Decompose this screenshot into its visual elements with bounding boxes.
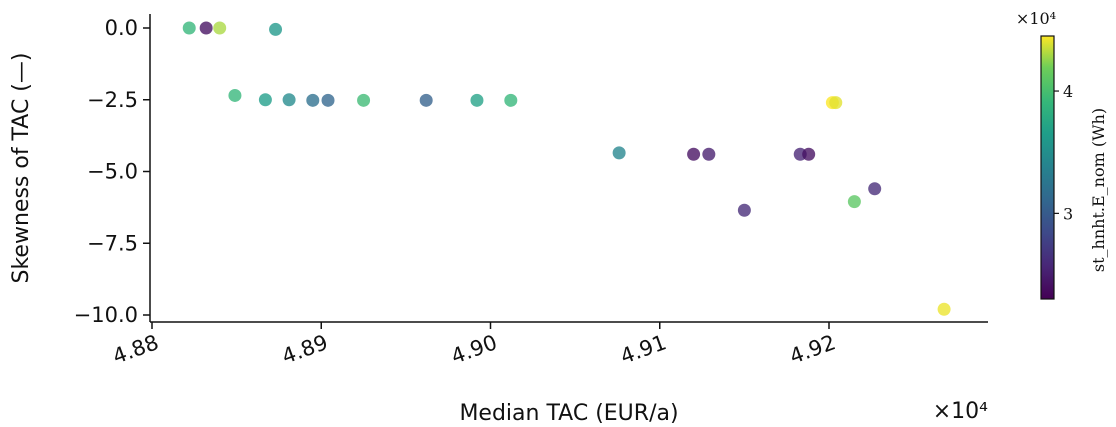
- y-tick-label: −7.5: [87, 231, 138, 255]
- x-tick-label: 4.92: [787, 330, 839, 369]
- x-axis-multiplier: ×10⁴: [933, 399, 988, 424]
- data-point: [937, 302, 951, 316]
- colorbar-tick-label: 4: [1063, 82, 1073, 101]
- colorbar-label: st_hnht.E_nom (Wh): [1089, 108, 1108, 272]
- data-point: [829, 96, 843, 110]
- plot-area: [182, 21, 951, 316]
- x-axis-ticks: 4.88 4.89 4.90 4.91 4.92: [110, 322, 839, 369]
- data-point: [182, 21, 196, 35]
- data-point: [847, 195, 861, 209]
- colorbar: [1040, 35, 1055, 300]
- data-point: [269, 22, 283, 36]
- data-point: [802, 147, 816, 161]
- data-point: [258, 93, 272, 107]
- colorbar-tick-label: 3: [1063, 204, 1073, 223]
- x-tick-label: 4.88: [110, 330, 162, 369]
- data-point: [282, 93, 296, 107]
- data-point: [687, 147, 701, 161]
- data-point: [702, 147, 716, 161]
- data-point: [470, 93, 484, 107]
- y-axis-ticks: 0.0 −2.5 −5.0 −7.5 −10.0: [74, 16, 150, 327]
- colorbar-multiplier: ×10⁴: [1016, 9, 1056, 28]
- y-tick-label: −2.5: [87, 88, 138, 112]
- data-point: [306, 93, 320, 107]
- data-point: [213, 21, 227, 35]
- data-point: [504, 93, 518, 107]
- data-point: [321, 93, 335, 107]
- data-point: [419, 93, 433, 107]
- y-tick-label: −10.0: [74, 303, 138, 327]
- data-point: [868, 182, 882, 196]
- data-point: [737, 203, 751, 217]
- x-axis-label: Median TAC (EUR/a): [459, 401, 678, 426]
- colorbar-ticks: 34: [1054, 82, 1073, 223]
- y-axis-label: Skewness of TAC (—): [9, 53, 34, 284]
- data-point: [199, 21, 213, 35]
- x-tick-label: 4.89: [279, 330, 331, 369]
- data-point: [612, 146, 626, 160]
- x-tick-label: 4.90: [448, 330, 500, 369]
- y-tick-label: −5.0: [87, 160, 138, 184]
- y-tick-label: 0.0: [105, 16, 138, 40]
- data-point: [357, 93, 371, 107]
- data-point: [228, 88, 242, 102]
- x-tick-label: 4.91: [617, 330, 669, 369]
